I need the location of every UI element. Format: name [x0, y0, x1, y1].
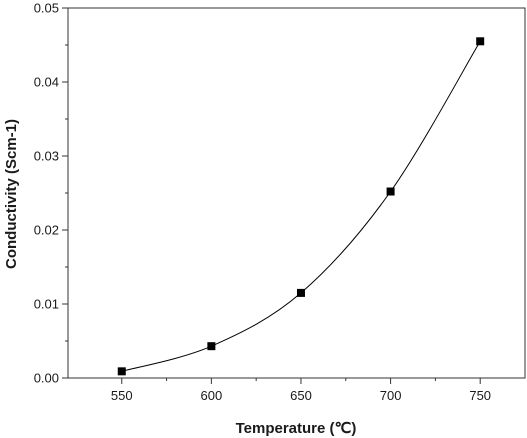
x-tick-label: 700	[380, 388, 402, 403]
y-axis-title: Conductivity (Scm-1)	[3, 119, 20, 269]
y-tick-label: 0.03	[34, 149, 59, 164]
y-tick-label: 0.00	[34, 371, 59, 386]
plot-area-frame	[67, 7, 526, 379]
x-tick-label: 750	[469, 388, 491, 403]
series-line	[121, 41, 481, 372]
x-axis-title: Temperature (℃)	[236, 420, 357, 437]
y-tick-label: 0.04	[34, 75, 59, 90]
y-tick-label: 0.02	[34, 223, 59, 238]
x-tick-label: 550	[111, 388, 133, 403]
data-point-marker	[117, 367, 126, 376]
x-tick-label: 650	[290, 388, 312, 403]
y-tick-label: 0.05	[34, 1, 59, 16]
data-point-marker	[386, 187, 395, 196]
data-point-marker	[296, 288, 305, 297]
data-point-marker	[476, 37, 485, 46]
y-tick-label: 0.01	[34, 297, 59, 312]
data-point-marker	[207, 342, 216, 351]
x-tick-label: 600	[201, 388, 223, 403]
